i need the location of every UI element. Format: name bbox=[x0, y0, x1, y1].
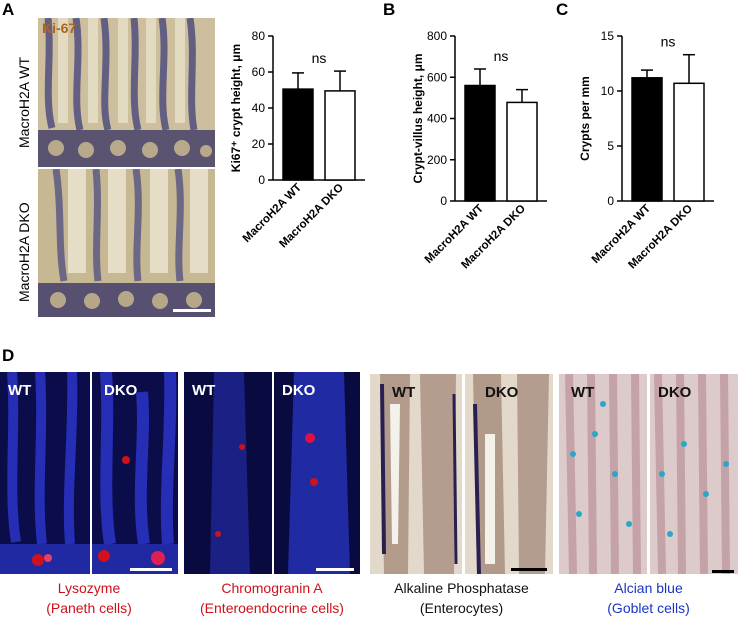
bar-dko bbox=[673, 82, 705, 202]
lysozyme-dko-image: DKO bbox=[92, 372, 178, 574]
scale-bar bbox=[712, 570, 734, 573]
y-axis-label: Ki67⁺ crypt height, μm bbox=[229, 44, 243, 172]
d-tag-dko-1: DKO bbox=[104, 382, 138, 399]
significance-annotation: ns bbox=[661, 34, 676, 50]
ki67-wt-micrograph: Ki-67 bbox=[38, 18, 215, 167]
y-tick-label: 600 bbox=[427, 70, 447, 84]
bar-wt bbox=[464, 84, 496, 202]
y-tick-label: 800 bbox=[427, 29, 447, 43]
caption-line1: Alcian blue bbox=[614, 580, 683, 596]
chromogranin-wt-image: WT bbox=[184, 372, 272, 574]
caption-line2: (Paneth cells) bbox=[46, 600, 132, 616]
significance-annotation: ns bbox=[312, 50, 327, 66]
panel-letter-d: D bbox=[2, 346, 15, 365]
row-label-wt: MacroH2A WT bbox=[16, 56, 32, 148]
d-tag-dko-4: DKO bbox=[658, 384, 692, 401]
y-tick-label: 400 bbox=[427, 112, 447, 126]
panel-letter-a: A bbox=[2, 0, 15, 19]
y-tick-label: 200 bbox=[427, 153, 447, 167]
y-tick-label: 20 bbox=[252, 137, 266, 151]
d-tag-wt-3: WT bbox=[392, 384, 416, 401]
bar-dko bbox=[506, 101, 538, 202]
scale-bar bbox=[511, 568, 547, 571]
d-tag-dko-3: DKO bbox=[485, 384, 519, 401]
scale-bar bbox=[316, 568, 354, 571]
alkaline-phosphatase-wt-image: WT bbox=[370, 374, 462, 574]
d-tag-wt-1: WT bbox=[8, 382, 32, 399]
y-tick-label: 5 bbox=[607, 139, 614, 153]
caption-lysozyme: Lysozyme (Paneth cells) bbox=[0, 578, 178, 618]
alcian-blue-wt-image: WT bbox=[559, 374, 647, 574]
caption-line2: (Goblet cells) bbox=[607, 600, 690, 616]
caption-line1: Lysozyme bbox=[57, 580, 121, 596]
row-label-dko: MacroH2A DKO bbox=[16, 202, 32, 302]
y-tick-label: 40 bbox=[252, 101, 266, 115]
caption-line2: (Enteroendocrine cells) bbox=[200, 600, 344, 616]
significance-annotation: ns bbox=[494, 48, 509, 64]
panel-letter-c: C bbox=[556, 0, 569, 19]
lysozyme-wt-image: WT bbox=[0, 372, 90, 574]
panel-letter-b: B bbox=[383, 0, 396, 19]
y-tick-label: 80 bbox=[252, 29, 266, 43]
d-tag-wt-2: WT bbox=[192, 382, 216, 399]
chromogranin-dko-image: DKO bbox=[274, 372, 360, 574]
bar-dko bbox=[324, 90, 356, 181]
y-tick-label: 0 bbox=[258, 173, 265, 187]
y-tick-label: 10 bbox=[601, 84, 615, 98]
y-tick-label: 15 bbox=[601, 29, 615, 43]
ki67-stain-label: Ki-67 bbox=[42, 20, 77, 36]
caption-line2: (Enterocytes) bbox=[419, 600, 504, 616]
caption-line1: Alkaline Phosphatase bbox=[394, 580, 529, 596]
y-tick-label: 60 bbox=[252, 65, 266, 79]
caption-chromogranin: Chromogranin A (Enteroendocrine cells) bbox=[184, 578, 360, 618]
y-tick-label: 0 bbox=[440, 194, 447, 208]
y-axis-label: Crypt-villus height, μm bbox=[411, 53, 425, 183]
alkaline-phosphatase-dko-image: DKO bbox=[465, 374, 553, 574]
scale-bar bbox=[173, 309, 211, 312]
bar-wt bbox=[631, 77, 663, 202]
d-tag-dko-2: DKO bbox=[282, 382, 316, 399]
caption-alcian-blue: Alcian blue (Goblet cells) bbox=[559, 578, 738, 618]
d-tag-wt-4: WT bbox=[571, 384, 595, 401]
caption-alkaline-phosphatase: Alkaline Phosphatase (Enterocytes) bbox=[370, 578, 553, 618]
y-tick-label: 0 bbox=[607, 194, 614, 208]
y-axis-label: Crypts per mm bbox=[578, 76, 592, 161]
alcian-blue-dko-image: DKO bbox=[650, 374, 738, 574]
caption-line1: Chromogranin A bbox=[221, 580, 323, 596]
ki67-dko-micrograph bbox=[38, 169, 215, 317]
bar-wt bbox=[282, 88, 314, 181]
scale-bar bbox=[130, 568, 172, 571]
